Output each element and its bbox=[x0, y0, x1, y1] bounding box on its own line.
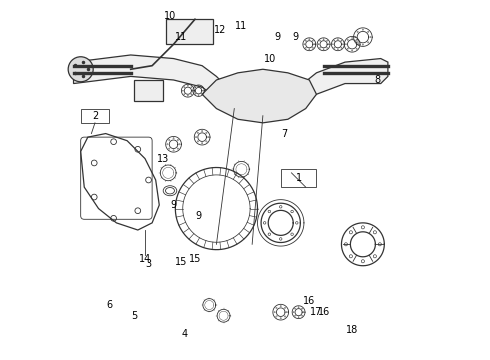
Bar bbox=[81, 109, 109, 123]
Text: 10: 10 bbox=[264, 54, 276, 64]
Text: 5: 5 bbox=[131, 311, 137, 321]
Bar bbox=[281, 169, 317, 187]
Text: 10: 10 bbox=[164, 11, 176, 21]
Circle shape bbox=[68, 57, 93, 82]
Text: 7: 7 bbox=[281, 129, 288, 139]
Text: 16: 16 bbox=[318, 307, 330, 317]
Text: 16: 16 bbox=[303, 296, 316, 306]
Text: 2: 2 bbox=[92, 111, 98, 121]
Text: 11: 11 bbox=[174, 32, 187, 42]
Bar bbox=[134, 80, 163, 102]
Text: 9: 9 bbox=[292, 32, 298, 42]
Text: 3: 3 bbox=[146, 258, 151, 269]
Text: 4: 4 bbox=[181, 329, 187, 339]
Text: 6: 6 bbox=[106, 300, 112, 310]
Text: 14: 14 bbox=[139, 253, 151, 264]
Text: 12: 12 bbox=[214, 25, 226, 35]
Text: 9: 9 bbox=[171, 200, 176, 210]
Text: 17: 17 bbox=[310, 307, 322, 317]
Text: 15: 15 bbox=[174, 257, 187, 267]
Polygon shape bbox=[74, 55, 388, 116]
Text: 8: 8 bbox=[374, 75, 380, 85]
Text: 9: 9 bbox=[274, 32, 280, 42]
Polygon shape bbox=[202, 69, 317, 123]
Text: 1: 1 bbox=[295, 173, 302, 183]
Text: 15: 15 bbox=[189, 253, 201, 264]
Text: 18: 18 bbox=[346, 325, 358, 335]
Text: 13: 13 bbox=[157, 154, 169, 163]
Text: 11: 11 bbox=[235, 21, 247, 31]
Bar bbox=[167, 19, 213, 44]
Text: 9: 9 bbox=[196, 211, 201, 221]
